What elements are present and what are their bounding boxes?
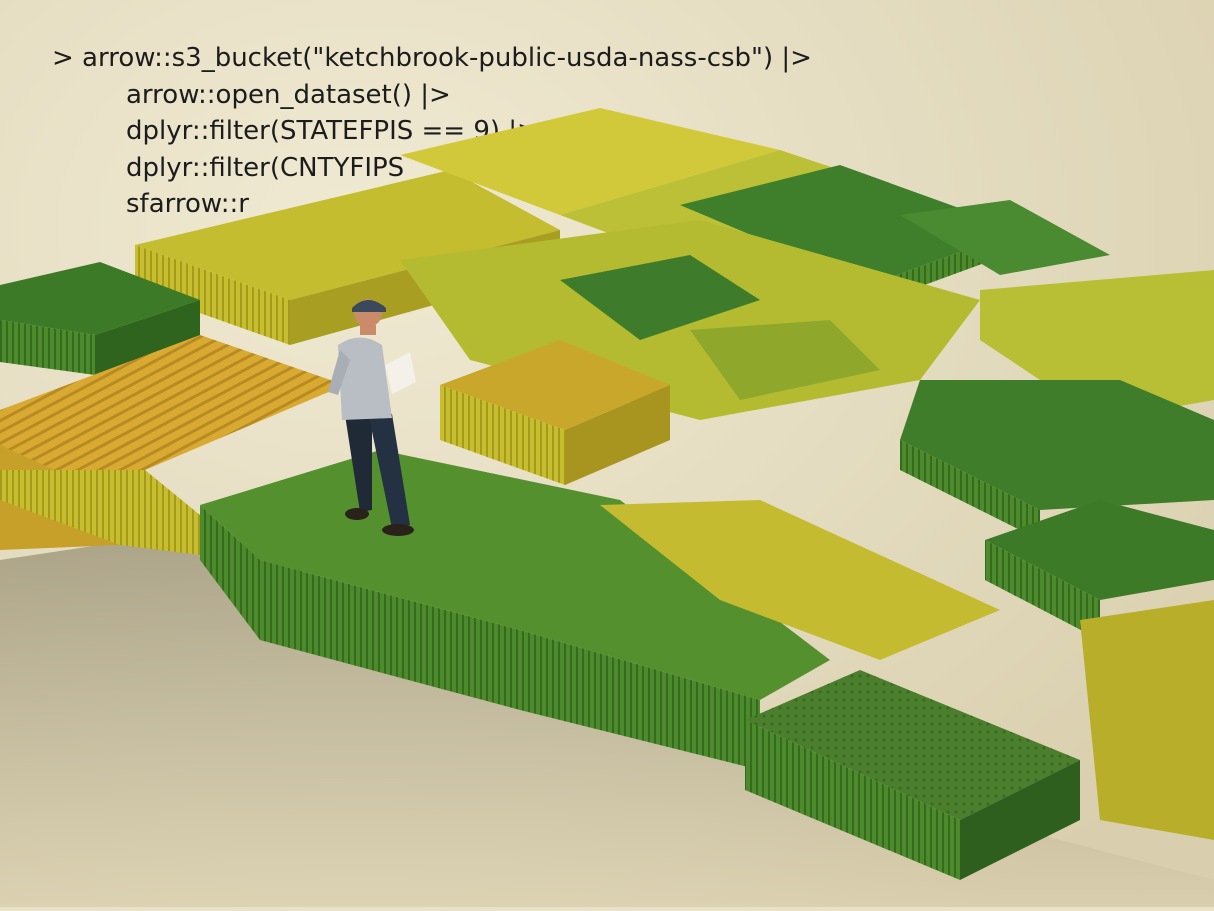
field-block-right bbox=[900, 270, 1214, 540]
field-block-left-rows bbox=[0, 335, 345, 555]
person-legs bbox=[345, 412, 372, 512]
field-block-central-yellow bbox=[440, 340, 670, 485]
person-shoe-right bbox=[382, 524, 414, 536]
cap-icon bbox=[352, 300, 386, 312]
paper-icon bbox=[385, 352, 416, 394]
person-shoe-left bbox=[345, 508, 369, 520]
field-block-front-green bbox=[745, 670, 1080, 880]
person-shirt bbox=[338, 337, 392, 420]
person-figure bbox=[328, 299, 416, 536]
field-block-right-green bbox=[985, 500, 1214, 840]
field-block-left-green bbox=[0, 262, 200, 375]
